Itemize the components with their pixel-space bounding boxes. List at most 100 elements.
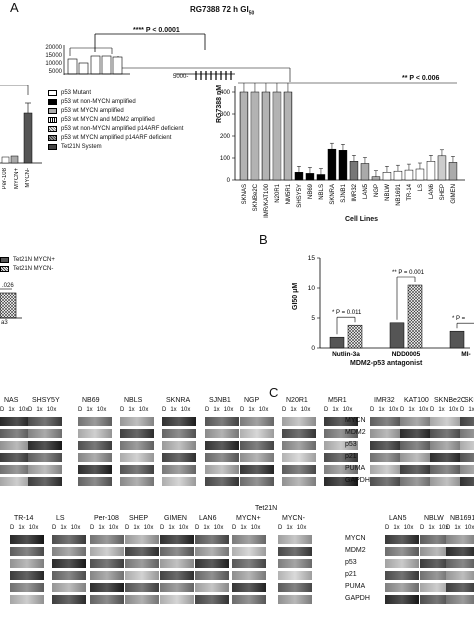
blot-cell-line: LS [56, 515, 65, 522]
blot-band [240, 417, 274, 426]
legend-item: p53 wt MYCN amplified p14ARF deficient [48, 133, 183, 142]
blot-row-label: PUMA [345, 583, 366, 590]
chart-a-category: IMR/KAT100 [264, 183, 270, 218]
blot-band [420, 571, 454, 580]
chart-a-category: SHEP [440, 184, 446, 200]
b-left-legend: Tet21N MYCN+ Tet21N MYCN- [0, 255, 55, 273]
chart-a-bar [316, 174, 326, 181]
blot-band [162, 453, 196, 462]
blot-band [282, 429, 316, 438]
blot-band [10, 547, 44, 556]
left-cat-2: MYCN- [25, 168, 31, 188]
blot-band [125, 535, 159, 544]
panel-letter-b: B [259, 232, 268, 247]
blot-band [78, 441, 112, 450]
blot-band [460, 429, 474, 438]
blot-band [120, 477, 154, 486]
blot-band [232, 559, 266, 568]
blot-band [195, 547, 229, 556]
blot-band [232, 583, 266, 592]
b-left-legend-item: Tet21N MYCN+ [0, 255, 55, 264]
blot-band [232, 595, 266, 604]
chart-a-xlabel: Cell Lines [345, 216, 379, 223]
blot-band [10, 559, 44, 568]
b-left-pvalue-frag: .026 [2, 283, 14, 289]
blot-band [195, 595, 229, 604]
blot-band [420, 595, 454, 604]
blot-band [282, 465, 316, 474]
blot-cell-line: M5R1 [328, 397, 347, 404]
blot-cell-line: SKNRA [166, 397, 191, 404]
blot-band [205, 453, 239, 462]
top-chart-ylabel-frag: 5000- [173, 74, 189, 80]
blot-band [240, 441, 274, 450]
b-left-xlabel-frag: a3 [1, 320, 8, 326]
blot-band [324, 453, 358, 462]
blot-cell-line: NB69 [82, 397, 100, 404]
blot-band [446, 583, 474, 592]
blot-band [162, 429, 196, 438]
left-cat-0: Per-108 [2, 168, 8, 190]
blot-band [460, 453, 474, 462]
blot-band [162, 441, 196, 450]
blot-band [278, 547, 312, 556]
blot-band [78, 465, 112, 474]
blot-band [400, 429, 434, 438]
blot-cell-line: KAT100 [404, 397, 429, 404]
blot-band [195, 583, 229, 592]
blot-cell-line: LAN5 [389, 515, 407, 522]
blot-row-label: p53 [345, 559, 357, 566]
blot-band [160, 571, 194, 580]
chart-a-bar [327, 148, 337, 181]
blot-band [232, 571, 266, 580]
blot-band [282, 417, 316, 426]
chart-a-category: GIMEN [451, 184, 457, 204]
blot-band [120, 417, 154, 426]
blot-band [205, 477, 239, 486]
chart-a-category: NM5R1 [286, 183, 292, 204]
legend-item: p53 wt non-MYCN amplified p14ARF deficie… [48, 124, 183, 133]
blot-band [195, 535, 229, 544]
blot-band [125, 571, 159, 580]
blot-band [232, 535, 266, 544]
blot-band [370, 417, 404, 426]
blot-band [370, 477, 404, 486]
blot-cell-line: IMR32 [374, 397, 395, 404]
blot-band [28, 465, 62, 474]
chart-a-bar [415, 168, 425, 181]
chart-a-bar [371, 176, 381, 181]
chart-a-bar [261, 91, 271, 181]
chart-b-bar-mycn-plus [449, 330, 465, 349]
chart-a-bar [250, 91, 260, 181]
chart-a-ytick: 400 [220, 90, 231, 96]
chart-a-category: N20R1 [275, 183, 281, 202]
blot-cell-line: TR-14 [14, 515, 34, 522]
blot-band [430, 417, 464, 426]
blot-cell-line: MYCN- [282, 515, 305, 522]
chart-a-bar [294, 172, 304, 181]
legend-item: p53 Mutant [48, 88, 183, 97]
chart-a-bar [404, 169, 414, 181]
chart-a-pvalue: ** P < 0.006 [402, 75, 440, 82]
blot-band [120, 465, 154, 474]
blot-band [240, 429, 274, 438]
legend-item: p53 wt non-MYCN amplified [48, 97, 183, 106]
blot-band [125, 583, 159, 592]
tet21n-label: Tet21N [255, 505, 278, 512]
chart-b-category: Nutlin-3a [332, 351, 360, 358]
blot-band [78, 453, 112, 462]
chart-b-pvalue: * P = [452, 316, 466, 322]
blot-band [160, 559, 194, 568]
blot-band [232, 547, 266, 556]
blot-cell-line: NGP [244, 397, 260, 404]
blot-band [120, 429, 154, 438]
